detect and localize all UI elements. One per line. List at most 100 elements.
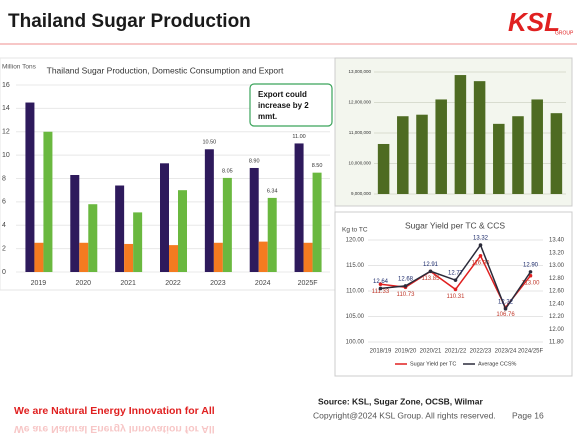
y-tick-label: 10,000,000 (348, 161, 371, 166)
bar (473, 81, 486, 194)
value-label: 12.91 (423, 262, 439, 268)
bar (222, 177, 232, 272)
y-tick-label: 6 (2, 199, 6, 206)
point (378, 286, 383, 291)
x-tick-label: 2019/20 (395, 349, 417, 355)
bar (79, 242, 89, 272)
y-tick-label: 100.00 (346, 340, 365, 346)
bar (377, 143, 390, 194)
y-tick-label: 12 (2, 129, 10, 136)
y2-tick-label: 12.00 (549, 327, 565, 333)
y-tick-label: 8 (2, 175, 6, 182)
bar (249, 167, 259, 272)
x-tick-label: 2023 (210, 280, 226, 287)
bar (34, 242, 44, 272)
x-tick-label: 2025F (298, 280, 318, 287)
bar (512, 116, 524, 194)
legend-label: Average CCS% (478, 361, 517, 367)
bar (294, 143, 304, 272)
value-label: 6.34 (267, 188, 278, 194)
y-tick-label: 4 (2, 222, 6, 229)
y2-tick-label: 12.20 (549, 314, 565, 320)
value-label: 110.73 (397, 292, 416, 298)
point (428, 269, 433, 274)
y-tick-label: 120.00 (346, 238, 365, 244)
x-tick-label: 2024 (255, 280, 271, 287)
source: Source: KSL, Sugar Zone, OCSB, Wilmar (318, 396, 483, 406)
value-label: 106.76 (496, 312, 515, 318)
bar (493, 123, 505, 194)
value-label: 8.05 (222, 168, 233, 174)
page-number: Page 16 (512, 410, 544, 420)
bar (435, 99, 447, 194)
value-label: 12.90 (523, 262, 539, 268)
x-tick-label: 2022/23 (470, 349, 492, 355)
logo-sub: GROUP (555, 30, 574, 36)
x-tick-label: 2019 (31, 280, 47, 287)
x-tick-label: 2020/21 (420, 349, 442, 355)
bar (531, 99, 543, 194)
point (478, 243, 483, 247)
x-tick-label: 2018/19 (370, 349, 392, 355)
legend-label: Sugar Yield per TC (410, 361, 456, 367)
slogan: We are Natural Energy Innovation for All (14, 405, 215, 417)
y2-tick-label: 12.40 (549, 301, 565, 307)
x-tick-label: 2023/24 (495, 349, 517, 355)
point (378, 282, 383, 287)
value-label: 11.00 (292, 134, 305, 140)
y-tick-label: 105.00 (346, 314, 365, 320)
y-tick-label: 110.00 (346, 289, 365, 295)
bar (312, 172, 322, 272)
bar (25, 102, 35, 272)
value-label: 8.90 (249, 158, 260, 164)
point (453, 278, 458, 282)
x-tick-label: 2021/22 (445, 349, 467, 355)
y-tick-label: 11,000,000 (349, 130, 372, 135)
y-tick-label: 10 (2, 152, 10, 159)
y2-tick-label: 13.20 (549, 250, 565, 256)
bar (115, 185, 125, 272)
value-label: 12.32 (498, 299, 514, 305)
value-label: 8.50 (312, 163, 323, 169)
value-label: 13.32 (473, 236, 489, 242)
x-tick-label: 2020 (75, 280, 91, 287)
point (528, 273, 533, 278)
chart-title: Thailand Sugar Production, Domestic Cons… (47, 65, 284, 75)
bar (124, 243, 134, 272)
y2-tick-label: 11.80 (549, 340, 564, 346)
value-label: 110.31 (447, 294, 466, 300)
y-axis-label: Million Tons (2, 64, 37, 71)
bar (204, 149, 214, 272)
value-label: 12.68 (398, 276, 414, 282)
logo: KSL (508, 7, 560, 37)
bar (416, 114, 428, 194)
x-tick-label: 2024/25F (518, 349, 544, 355)
y2-tick-label: 13.40 (549, 238, 565, 244)
bar (160, 163, 169, 272)
bar (133, 212, 143, 272)
point (403, 284, 408, 288)
value-label: 10.50 (202, 140, 216, 146)
copyright: Copyright@2024 KSL Group. All rights res… (313, 410, 496, 420)
bar (550, 113, 563, 194)
y2-tick-label: 12.80 (549, 276, 565, 282)
y-tick-label: 9,000,000 (351, 191, 372, 196)
bar (43, 131, 53, 272)
annotation: Export could increase by 2 mmt. (258, 90, 309, 121)
bar (178, 190, 187, 272)
y-tick-label: 14 (2, 105, 10, 112)
x-tick-label: 2022 (165, 280, 181, 287)
y2-tick-label: 12.60 (549, 289, 565, 295)
annotation-box (249, 83, 333, 127)
point (453, 287, 458, 292)
y-tick-label: 12,000,000 (348, 100, 371, 105)
point (528, 270, 533, 274)
value-label: 12.77 (448, 271, 464, 277)
bar (88, 204, 98, 272)
bar (454, 75, 467, 194)
chart3-frame (334, 211, 573, 377)
bar (70, 174, 80, 272)
y-tick-label: 115.00 (346, 263, 365, 269)
